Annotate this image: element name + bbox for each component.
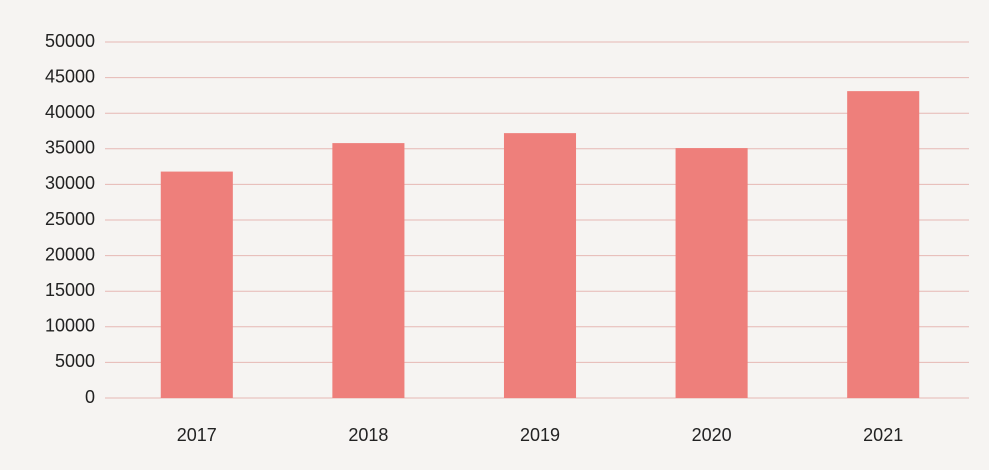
bar — [503, 133, 577, 399]
y-tick-label: 35000 — [45, 138, 95, 158]
x-tick-label: 2018 — [348, 425, 388, 445]
y-tick-label: 5000 — [55, 351, 95, 371]
x-tick-label: 2017 — [177, 425, 217, 445]
y-tick-label: 30000 — [45, 173, 95, 193]
y-tick-label: 45000 — [45, 66, 95, 86]
y-tick-label: 10000 — [45, 316, 95, 336]
bar — [160, 171, 233, 398]
x-tick-label: 2020 — [692, 425, 732, 445]
x-tick-label: 2021 — [863, 425, 903, 445]
y-tick-label: 50000 — [45, 31, 95, 51]
bar — [847, 91, 920, 399]
y-tick-label: 0 — [85, 387, 95, 407]
bar — [332, 143, 405, 398]
y-tick-label: 40000 — [45, 102, 95, 122]
y-tick-label: 25000 — [45, 209, 95, 229]
x-tick-label: 2019 — [520, 425, 560, 445]
y-tick-label: 20000 — [45, 244, 95, 264]
bar — [675, 148, 748, 398]
y-tick-label: 15000 — [45, 280, 95, 300]
